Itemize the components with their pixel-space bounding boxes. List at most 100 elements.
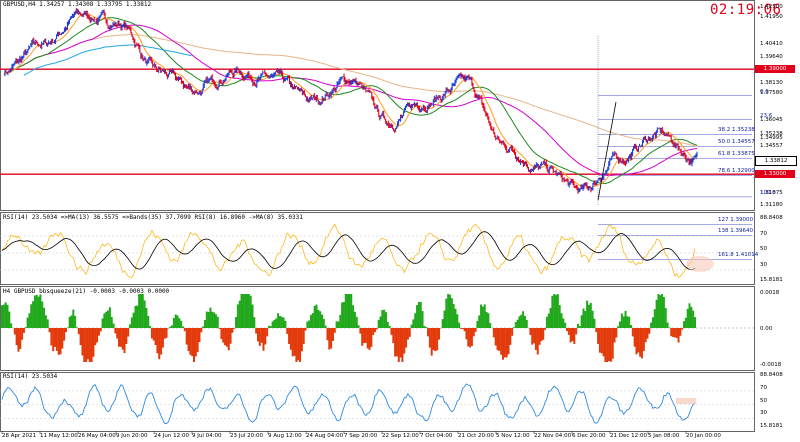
- rsi2-pane-frame: [0, 372, 755, 432]
- rsi-pane-frame: [0, 212, 755, 285]
- squeeze-pane-frame: [0, 286, 755, 371]
- ma-cyan-line: [23, 44, 192, 76]
- fib-label-2: 127 1.39000: [718, 217, 753, 223]
- date-label: 7 Oct 04:00: [420, 433, 453, 439]
- date-label: 11 May 12:00: [40, 433, 78, 439]
- fib-ratio: 78.6: [718, 168, 731, 175]
- ma-mid-line: [3, 17, 698, 185]
- trend-line: [597, 101, 617, 201]
- fib-label-9: 100.0: [760, 190, 776, 196]
- squeeze-axis-label: 0.00: [760, 326, 773, 332]
- rsi2-highlight: [676, 398, 696, 404]
- fib-label-3: 0.0: [760, 89, 769, 95]
- rsi2-pane-title: RSI(14) 23.5034: [3, 373, 58, 380]
- rsi-axis-label: 30: [760, 261, 767, 268]
- price-axis-label: 1.37580: [760, 90, 783, 97]
- squeeze-axis-label: -0.0018: [760, 362, 782, 368]
- ma-slow-line: [3, 24, 698, 176]
- rsi-ma-line: [1, 231, 696, 271]
- date-label: 20 Jan 00:00: [686, 433, 721, 439]
- rsi-indicator: [0, 223, 754, 279]
- fib-ratio: 161.8: [718, 252, 734, 259]
- date-ticks: [1, 431, 687, 434]
- rsi-axis-label: 50: [760, 246, 767, 252]
- main-pane-frame: [0, 0, 755, 211]
- fib-label-8: 78.6 1.32900: [718, 168, 755, 174]
- price-series: [4, 8, 698, 201]
- fib-ratio: 50.0: [718, 139, 731, 146]
- fib-price: 1.39640: [728, 228, 753, 235]
- moving-averages: [3, 12, 698, 189]
- rsi-line: [1, 223, 696, 279]
- date-label: 22 Sep 12:00: [382, 433, 419, 439]
- date-label: 5 Jan 08:00: [648, 433, 680, 439]
- squeeze-histogram: [0, 294, 754, 362]
- price-axis-label: 1.31180: [760, 202, 783, 208]
- fib-ratio: 38.2: [718, 127, 731, 134]
- price-box-level: 1.39000: [755, 65, 795, 74]
- date-label: 9 Aug 12:00: [268, 433, 302, 439]
- fib-label-1: 138 1.39640: [718, 228, 753, 234]
- squeeze-axis-label: 0.0018: [760, 290, 780, 296]
- fib-ratio: 100.0: [760, 189, 776, 196]
- date-label: 28 Apr 2021: [2, 433, 37, 439]
- fib-price: 1.39000: [728, 217, 753, 224]
- rsi2-axis-label: 50: [760, 397, 767, 404]
- price-axis-label: 1.34557: [760, 142, 783, 149]
- rsi2-line: [1, 383, 696, 425]
- price-axis-label: 1.40410: [760, 40, 783, 47]
- fib-ratio: 0.0: [760, 88, 769, 95]
- fib-label-7: 61.8 1.33875: [718, 151, 755, 157]
- price-box-current: 1.33812: [755, 155, 797, 166]
- fib-price: 1.41014: [733, 252, 759, 259]
- fib-label-0: 161.8 1.41014: [718, 252, 758, 258]
- fib-ratio: 138: [718, 228, 729, 235]
- date-label: 7 Sep 20:00: [344, 433, 378, 439]
- fib-label-5: 38.2 1.35238: [718, 127, 755, 133]
- fib-ratio: 23.6: [760, 112, 773, 119]
- ma-long-line: [3, 34, 698, 147]
- date-label: 26 May 04:00: [78, 433, 116, 439]
- date-label: 9 Jun 20:00: [116, 433, 148, 439]
- fib-price: 1.35238: [730, 127, 755, 134]
- rsi-pane-title: RSI(14) 23.5034 =>MA(13) 36.5575 =>Bands…: [3, 214, 303, 221]
- fib-price: 1.34557: [730, 139, 755, 146]
- date-label: 21 Oct 20:00: [458, 433, 494, 439]
- date-label: 21 Dec 12:00: [610, 433, 647, 439]
- main-pane-title: GBPUSD,H4 1.34257 1.34308 1.33795 1.3381…: [3, 1, 152, 8]
- rsi-oversold-zone: [686, 256, 714, 272]
- date-label: 22 Nov 04:00: [534, 433, 572, 439]
- rsi2-axis-label: 15.8181: [760, 423, 783, 429]
- fib-label-6: 50.0 1.34557: [718, 139, 755, 145]
- ma-fast-line: [3, 12, 698, 189]
- price-axis-label: 1.34995: [760, 135, 783, 142]
- price-axis-label: 1.35238: [760, 131, 783, 138]
- fib-label-4: 23.6: [760, 113, 772, 119]
- rsi2-axis-label: 30: [760, 410, 767, 417]
- fib-ratio: 61.8: [718, 151, 731, 158]
- fib-price: 1.32900: [730, 168, 755, 175]
- fib-price: 1.33875: [730, 151, 755, 158]
- price-axis-label: 1.31875: [760, 189, 783, 196]
- date-label: 24 Aug 04:00: [306, 433, 344, 439]
- rsi-axis-label: 70: [760, 230, 767, 237]
- rsi2-axis-label: 70: [760, 384, 767, 391]
- price-axis-label: 1.42500: [760, 4, 783, 10]
- date-label: 23 Jul 20:00: [230, 433, 263, 439]
- date-label: 24 Jun 12:00: [154, 433, 189, 439]
- server-clock: 02:19:06: [710, 2, 782, 18]
- price-axis-label: 1.38130: [760, 80, 783, 87]
- price-axis-label: 1.36045: [760, 116, 783, 123]
- squeeze-pane-title: H4 GBPUSD bbsqueeze(21) -0.0003 -0.0003 …: [3, 288, 170, 295]
- price-axis-label: 1.41950: [760, 13, 783, 20]
- date-label: 9 Jul 04:00: [192, 433, 222, 439]
- rsi2-indicator: [0, 383, 754, 425]
- price-axis-label: 1.39640: [760, 54, 783, 61]
- rsi-axis-label: 15.8181: [760, 277, 783, 283]
- date-label: 6 Dec 20:00: [572, 433, 606, 439]
- fib-ratio: 127: [718, 217, 729, 224]
- date-label: 5 Nov 12:00: [496, 433, 530, 439]
- rsi2-axis-label: 88.8408: [760, 372, 783, 378]
